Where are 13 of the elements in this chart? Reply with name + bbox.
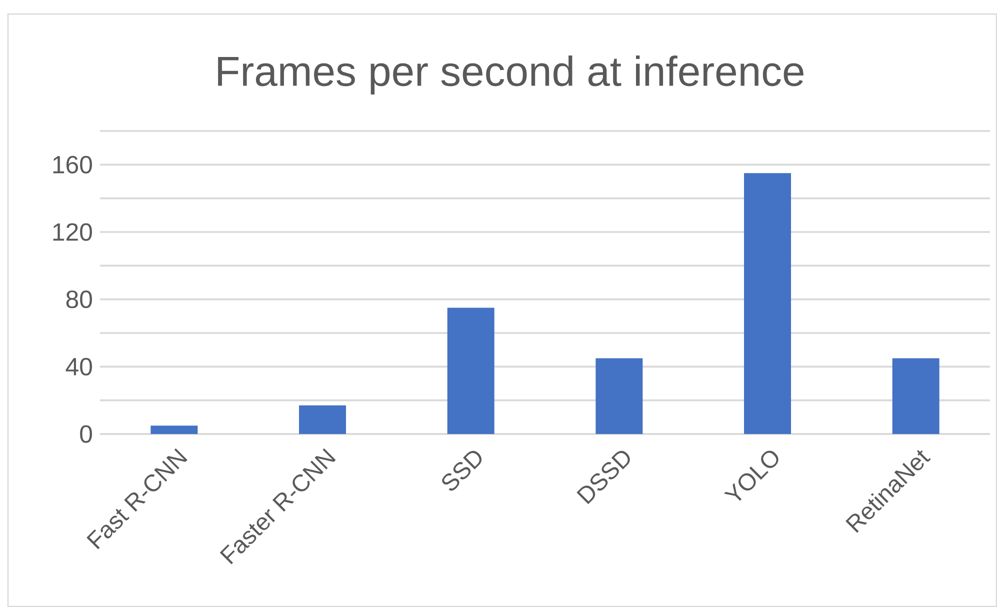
chart-title: Frames per second at inference [218, 56, 804, 94]
x-tick-label: SSD [442, 450, 482, 491]
bar [150, 426, 198, 434]
y-tick-label: 120 [53, 223, 92, 241]
y-tick-label: 80 [66, 290, 92, 308]
y-tick-label: 160 [53, 156, 92, 174]
bar [892, 358, 940, 434]
y-tick-label: 40 [66, 358, 92, 376]
bar [447, 308, 494, 434]
y-tick-label: 0 [80, 425, 92, 443]
bar [299, 405, 346, 434]
bar [596, 358, 643, 434]
bar [744, 173, 792, 434]
